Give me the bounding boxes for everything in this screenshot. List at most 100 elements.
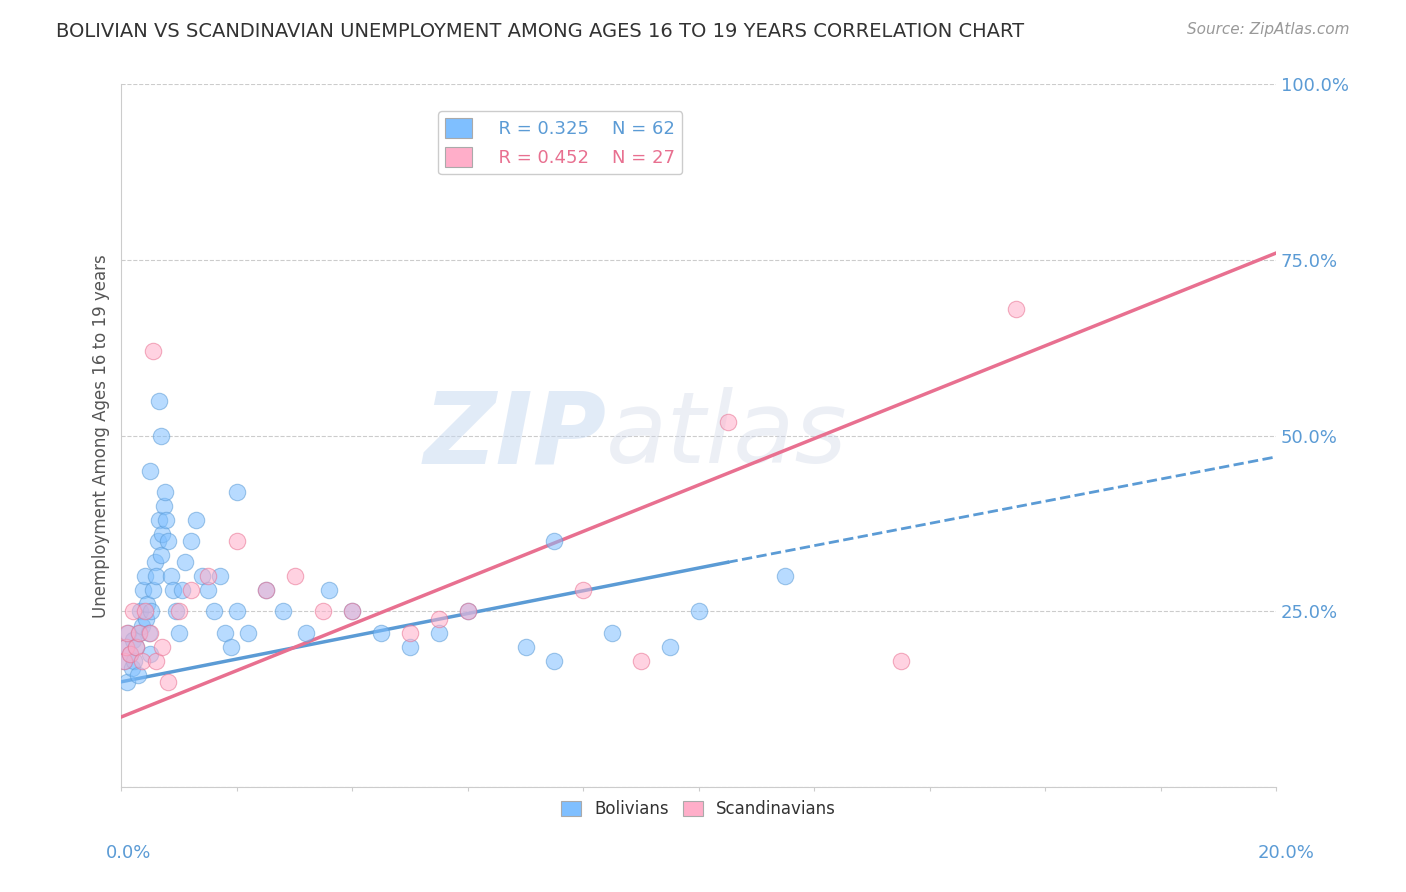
Point (134, 569, 156, 583)
Point (135, 611, 157, 625)
Text: 20.0%: 20.0% (1258, 844, 1315, 862)
Point (148, 513, 170, 527)
Point (225, 534, 247, 549)
Point (202, 605, 225, 619)
Point (295, 625, 318, 640)
Point (122, 632, 145, 647)
Point (399, 640, 422, 654)
Point (122, 654, 145, 668)
Point (153, 485, 176, 500)
Point (152, 499, 174, 513)
Point (457, 605, 479, 619)
Point (214, 625, 236, 640)
Point (238, 625, 260, 640)
Point (167, 605, 190, 619)
Point (630, 654, 652, 668)
Point (219, 640, 242, 654)
Point (145, 654, 167, 668)
Point (143, 555, 166, 569)
Point (271, 605, 294, 619)
Point (775, 569, 797, 583)
Point (122, 605, 145, 619)
Point (399, 625, 422, 640)
Point (127, 667, 149, 681)
Point (457, 605, 479, 619)
Point (139, 464, 162, 478)
Point (115, 640, 138, 654)
Text: 0.0%: 0.0% (105, 844, 150, 862)
Point (129, 605, 152, 619)
Point (318, 583, 340, 598)
Point (131, 618, 153, 632)
Point (146, 534, 169, 549)
Y-axis label: Unemployment Among Ages 16 to 19 years: Unemployment Among Ages 16 to 19 years (93, 254, 110, 617)
Point (688, 605, 710, 619)
Point (208, 569, 231, 583)
Point (342, 605, 364, 619)
Point (600, 625, 623, 640)
Point (427, 625, 450, 640)
Point (197, 583, 219, 598)
Point (115, 625, 138, 640)
Point (342, 605, 364, 619)
Point (180, 583, 202, 598)
Point (139, 625, 162, 640)
Point (120, 647, 142, 661)
Point (112, 654, 135, 668)
Point (427, 611, 450, 625)
Point (131, 654, 153, 668)
Point (197, 569, 219, 583)
Point (142, 583, 165, 598)
Point (120, 647, 142, 661)
Point (117, 625, 139, 640)
Point (284, 569, 307, 583)
Point (370, 625, 392, 640)
Legend: Bolivians, Scandinavians: Bolivians, Scandinavians (555, 793, 842, 824)
Point (125, 640, 148, 654)
Point (128, 625, 150, 640)
Point (142, 344, 165, 359)
Point (1005, 302, 1028, 317)
Point (149, 548, 172, 562)
Point (254, 583, 277, 598)
Point (162, 583, 184, 598)
Point (149, 429, 172, 443)
Point (225, 485, 247, 500)
Point (125, 640, 148, 654)
Point (141, 605, 163, 619)
Point (150, 527, 173, 541)
Point (112, 654, 135, 668)
Point (155, 513, 177, 527)
Point (148, 393, 170, 408)
Point (225, 605, 247, 619)
Point (658, 640, 681, 654)
Point (186, 513, 208, 527)
Point (134, 605, 156, 619)
Point (180, 534, 202, 549)
Point (145, 569, 167, 583)
Point (716, 415, 738, 429)
Point (543, 654, 565, 668)
Point (312, 605, 335, 619)
Point (515, 640, 537, 654)
Point (254, 583, 277, 598)
Point (170, 583, 193, 598)
Text: atlas: atlas (606, 387, 848, 484)
Point (159, 569, 181, 583)
Point (890, 654, 912, 668)
Text: ZIP: ZIP (423, 387, 606, 484)
Point (150, 640, 173, 654)
Point (115, 640, 138, 654)
Point (174, 555, 197, 569)
Point (167, 625, 190, 640)
Point (139, 647, 162, 661)
Point (572, 583, 595, 598)
Point (136, 598, 159, 612)
Text: BOLIVIAN VS SCANDINAVIAN UNEMPLOYMENT AMONG AGES 16 TO 19 YEARS CORRELATION CHAR: BOLIVIAN VS SCANDINAVIAN UNEMPLOYMENT AM… (56, 22, 1025, 41)
Point (132, 583, 155, 598)
Point (121, 661, 143, 675)
Point (128, 625, 150, 640)
Text: Source: ZipAtlas.com: Source: ZipAtlas.com (1187, 22, 1350, 37)
Point (543, 534, 565, 549)
Point (138, 625, 160, 640)
